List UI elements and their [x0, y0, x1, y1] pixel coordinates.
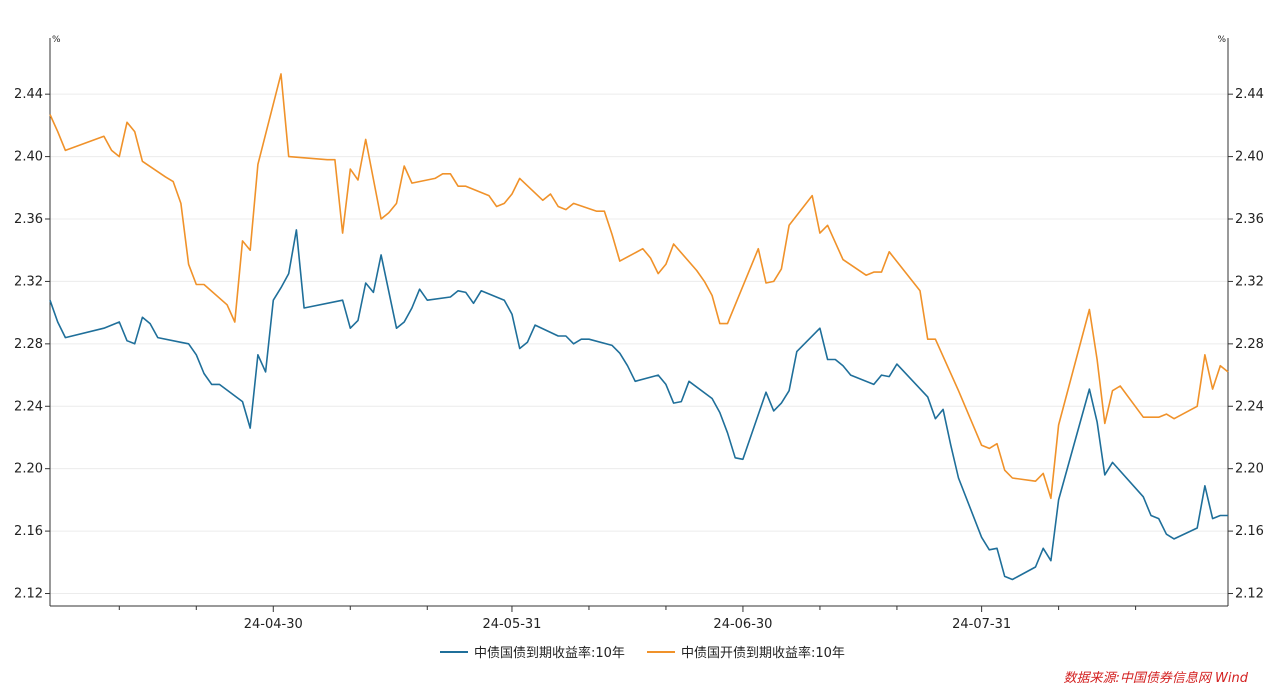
- y-tick-label-left: 2.40: [14, 150, 43, 165]
- y-tick-label-right: 2.16: [1235, 524, 1264, 539]
- y-axis-unit-right: %: [1217, 35, 1226, 45]
- y-tick-label-left: 2.44: [14, 87, 43, 102]
- y-tick-label-left: 2.36: [14, 212, 43, 227]
- y-axis-unit-left: %: [52, 35, 61, 45]
- x-tick-label: 24-04-30: [244, 617, 303, 632]
- series-line-1: [49, 229, 1228, 581]
- y-tick-label-right: 2.44: [1235, 87, 1264, 102]
- y-tick-label-right: 2.28: [1235, 337, 1264, 352]
- legend-swatch-series-2: [646, 650, 675, 653]
- legend-label-series-2: 中债国开债到期收益率:10年: [680, 646, 845, 661]
- y-tick-label-left: 2.32: [14, 274, 43, 289]
- y-tick-label-left: 2.12: [14, 587, 43, 602]
- y-tick-label-right: 2.12: [1235, 587, 1264, 602]
- x-tick-label: 24-07-31: [952, 617, 1011, 632]
- y-tick-label-right: 2.36: [1235, 212, 1264, 227]
- y-tick-label-left: 2.16: [14, 524, 43, 539]
- y-tick-label-left: 2.28: [14, 337, 43, 352]
- legend-item-series-2: 中债国开债到期收益率:10年: [646, 642, 845, 661]
- y-tick-label-right: 2.20: [1235, 462, 1264, 477]
- y-tick-label-right: 2.32: [1235, 274, 1264, 289]
- legend-swatch-series-1: [440, 650, 468, 653]
- axes: 2.12 2.12 2.16 2.16 2.20 2.20 2.24 2.24 2.28 2.28…: [14, 38, 1264, 632]
- legend-item-series-1: 中债国债到期收益率:10年: [440, 642, 625, 661]
- series-lines: [49, 73, 1229, 581]
- x-tick-label: 24-05-31: [482, 617, 541, 632]
- x-tick-label: 24-06-30: [713, 617, 772, 632]
- legend-label-series-1: 中债国债到期收益率:10年: [474, 646, 625, 661]
- y-tick-label-left: 2.20: [14, 462, 43, 477]
- y-tick-label-right: 2.40: [1235, 150, 1264, 165]
- gridlines: [50, 93, 1228, 595]
- series-line-2: [49, 73, 1229, 500]
- y-tick-label-left: 2.24: [14, 399, 43, 414]
- y-tick-label-right: 2.24: [1235, 399, 1264, 414]
- data-source-note: 数据来源:中国债券信息网 Wind: [1063, 671, 1248, 686]
- legend: 中债国债到期收益率:10年 中债国开债到期收益率:10年: [440, 642, 845, 661]
